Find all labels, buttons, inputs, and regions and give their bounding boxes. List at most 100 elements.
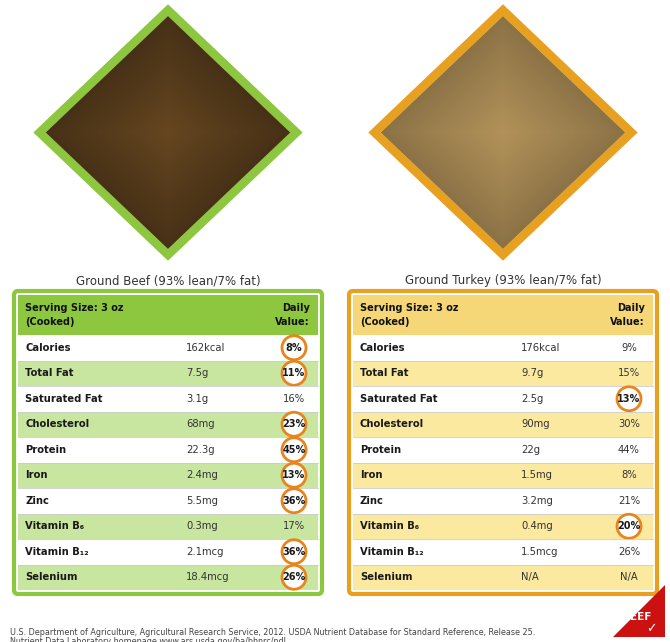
Text: 45%: 45% — [282, 445, 306, 455]
Polygon shape — [448, 80, 558, 185]
Text: Daily
Value:: Daily Value: — [275, 304, 310, 327]
Text: 22g: 22g — [521, 445, 540, 455]
Text: Iron: Iron — [360, 470, 383, 480]
Text: Vitamin B₁₂: Vitamin B₁₂ — [360, 547, 423, 557]
Text: 0.3mg: 0.3mg — [186, 521, 218, 531]
Text: 9.7g: 9.7g — [521, 369, 543, 378]
Polygon shape — [70, 39, 266, 225]
Text: 3.2mg: 3.2mg — [521, 496, 553, 506]
Circle shape — [282, 438, 306, 462]
Polygon shape — [387, 22, 619, 243]
Text: 90mg: 90mg — [521, 419, 549, 429]
Polygon shape — [417, 51, 588, 214]
Text: Vitamin B₆: Vitamin B₆ — [25, 521, 84, 531]
Text: 0.4mg: 0.4mg — [521, 521, 553, 531]
Circle shape — [282, 412, 306, 437]
Text: Vitamin B₆: Vitamin B₆ — [360, 521, 419, 531]
Polygon shape — [381, 16, 625, 249]
Text: 2.5g: 2.5g — [521, 394, 543, 404]
Text: Calories: Calories — [25, 343, 70, 352]
Bar — [353, 564, 653, 590]
Polygon shape — [613, 585, 665, 637]
Text: Zinc: Zinc — [360, 496, 384, 506]
Text: Serving Size: 3 oz
(Cooked): Serving Size: 3 oz (Cooked) — [360, 304, 458, 327]
Bar — [353, 437, 653, 462]
Polygon shape — [162, 126, 174, 138]
Polygon shape — [375, 10, 632, 255]
Text: Ground Turkey (93% lean/7% fat): Ground Turkey (93% lean/7% fat) — [405, 274, 601, 287]
Text: N/A: N/A — [620, 572, 638, 582]
Text: 8%: 8% — [621, 470, 636, 480]
Text: Protein: Protein — [360, 445, 401, 455]
Bar — [18, 539, 318, 564]
Bar — [353, 488, 653, 514]
Circle shape — [617, 386, 641, 411]
Text: 36%: 36% — [282, 547, 306, 557]
Polygon shape — [113, 80, 223, 185]
Polygon shape — [64, 33, 272, 231]
Text: 17%: 17% — [283, 521, 305, 531]
Text: Vitamin B₁₂: Vitamin B₁₂ — [25, 547, 88, 557]
Text: Saturated Fat: Saturated Fat — [25, 394, 103, 404]
Circle shape — [282, 540, 306, 564]
Text: 2.4mg: 2.4mg — [186, 470, 218, 480]
Text: Selenium: Selenium — [360, 572, 413, 582]
Polygon shape — [466, 98, 539, 168]
Polygon shape — [100, 69, 235, 196]
Polygon shape — [149, 115, 186, 150]
Circle shape — [282, 565, 306, 589]
Polygon shape — [436, 69, 570, 196]
Circle shape — [282, 361, 306, 385]
Polygon shape — [460, 92, 546, 173]
Circle shape — [617, 514, 641, 538]
Text: 5.5mg: 5.5mg — [186, 496, 218, 506]
Polygon shape — [156, 121, 180, 144]
Polygon shape — [411, 45, 595, 220]
Polygon shape — [497, 126, 509, 138]
Text: 1.5mg: 1.5mg — [521, 470, 553, 480]
Text: Iron: Iron — [25, 470, 48, 480]
Polygon shape — [399, 33, 607, 231]
Text: 9%: 9% — [621, 343, 637, 352]
Polygon shape — [52, 22, 284, 243]
Polygon shape — [94, 63, 241, 202]
Text: Zinc: Zinc — [25, 496, 49, 506]
Bar — [18, 488, 318, 514]
Polygon shape — [405, 39, 601, 225]
Text: 36%: 36% — [282, 496, 306, 506]
Bar — [18, 462, 318, 488]
Polygon shape — [484, 115, 521, 150]
Text: Protein: Protein — [25, 445, 66, 455]
Text: 3.1g: 3.1g — [186, 394, 208, 404]
Polygon shape — [442, 74, 564, 191]
Text: 18.4mcg: 18.4mcg — [186, 572, 230, 582]
Polygon shape — [119, 86, 217, 179]
Text: U.S. Department of Agriculture, Agricultural Research Service, 2012. USDA Nutrie: U.S. Department of Agriculture, Agricult… — [10, 628, 535, 637]
Text: 23%: 23% — [282, 419, 306, 429]
Polygon shape — [82, 51, 253, 214]
Bar — [353, 539, 653, 564]
Text: 44%: 44% — [618, 445, 640, 455]
Text: 68mg: 68mg — [186, 419, 214, 429]
Text: 176kcal: 176kcal — [521, 343, 560, 352]
Text: Daily
Value:: Daily Value: — [610, 304, 645, 327]
Text: Total Fat: Total Fat — [360, 369, 409, 378]
Text: 26%: 26% — [618, 547, 640, 557]
Bar — [18, 564, 318, 590]
Bar — [18, 437, 318, 462]
Bar — [18, 295, 318, 335]
Text: ✓: ✓ — [646, 623, 656, 636]
Polygon shape — [46, 16, 290, 249]
Text: 22.3g: 22.3g — [186, 445, 214, 455]
Polygon shape — [491, 121, 515, 144]
Polygon shape — [472, 103, 533, 162]
Text: 2.1mcg: 2.1mcg — [186, 547, 224, 557]
Text: Selenium: Selenium — [25, 572, 78, 582]
Polygon shape — [107, 74, 229, 191]
Polygon shape — [143, 109, 192, 156]
Text: Cholesterol: Cholesterol — [360, 419, 424, 429]
Polygon shape — [58, 28, 278, 238]
Polygon shape — [393, 28, 613, 238]
Bar — [18, 335, 318, 361]
Text: 20%: 20% — [617, 521, 641, 531]
